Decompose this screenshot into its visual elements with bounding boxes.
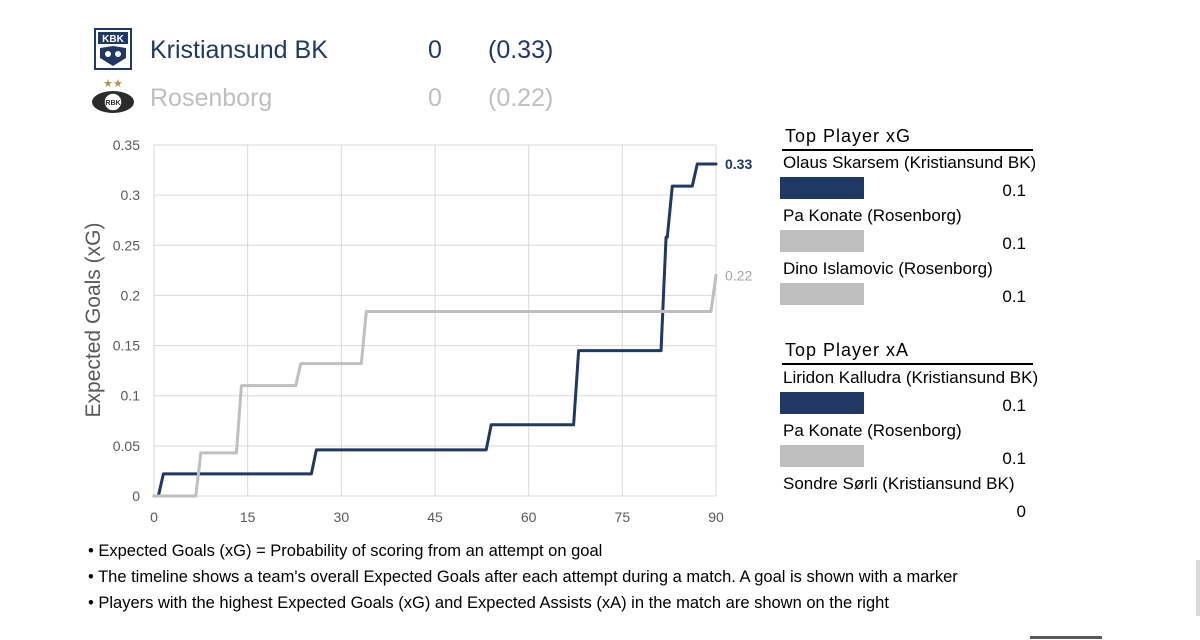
player-bar (780, 283, 864, 305)
rosenborg-logo-text: RBK (105, 100, 120, 107)
rosenborg-logo: ★★ RBK (90, 76, 136, 120)
x-tick-label: 45 (427, 509, 443, 525)
player-name: Pa Konate (Rosenborg) (783, 421, 962, 440)
x-tick-label: 75 (615, 509, 631, 525)
home-team-name: Kristiansund BK (150, 36, 328, 64)
footnote-players: • Players with the highest Expected Goal… (88, 594, 889, 612)
player-value: 0.1 (1002, 181, 1026, 200)
top-xg-title: Top Player xG (782, 126, 1033, 151)
footnote-xg-definition: • Expected Goals (xG) = Probability of s… (88, 542, 603, 560)
footnotes: • Expected Goals (xG) = Probability of s… (88, 538, 958, 616)
x-tick-label: 15 (240, 509, 256, 525)
player-value: 0 (1016, 502, 1026, 521)
home-team-xg: (0.33) (488, 36, 554, 64)
y-tick-label: 0 (132, 488, 140, 504)
player-name: Liridon Kalludra (Kristiansund BK) (783, 368, 1039, 387)
player-name: Pa Konate (Rosenborg) (783, 206, 962, 225)
x-tick-label: 90 (708, 509, 724, 525)
away-end-label: 0.22 (725, 267, 752, 283)
svg-text:★★: ★★ (103, 77, 123, 90)
player-bar (780, 445, 864, 467)
player-bar (780, 392, 864, 414)
y-tick-label: 0.1 (121, 388, 141, 404)
y-axis-label: Expected Goals (xG) (82, 223, 105, 418)
player-name: Dino Islamovic (Rosenborg) (783, 259, 993, 278)
player-bar (780, 230, 864, 252)
away-xg-line (152, 273, 718, 498)
y-tick-label: 0.05 (113, 438, 140, 454)
player-bar (780, 177, 864, 199)
x-tick-label: 60 (521, 509, 537, 525)
footnote-timeline: • The timeline shows a team's overall Ex… (88, 568, 958, 586)
player-value: 0.1 (1002, 234, 1026, 253)
away-team-xg: (0.22) (488, 84, 554, 112)
y-tick-label: 0.35 (113, 137, 140, 153)
y-tick-label: 0.25 (113, 237, 140, 253)
chart-series (152, 162, 718, 498)
chart-labels: 0 0.05 0.1 0.15 0.2 0.25 0.3 0.35 0 15 30 45 60 75 90 0… (113, 137, 753, 525)
kristiansund-logo-text: KBK (102, 34, 124, 45)
away-team-score: 0 (428, 84, 442, 112)
xg-timeline-chart: 0 0.05 0.1 0.15 0.2 0.25 0.3 0.35 0 15 30 45 60 75 90 0… (82, 137, 753, 525)
home-end-label: 0.33 (725, 156, 752, 172)
home-team-score: 0 (428, 36, 442, 64)
chart-grid (153, 144, 717, 497)
kristiansund-logo: KBK (94, 28, 132, 70)
bottom-rule (1030, 636, 1102, 639)
x-tick-label: 30 (334, 509, 350, 525)
top-xa-title: Top Player xA (782, 340, 1033, 365)
player-value: 0.1 (1002, 287, 1026, 306)
y-tick-label: 0.3 (121, 187, 141, 203)
player-value: 0.1 (1002, 449, 1026, 468)
y-tick-label: 0.2 (121, 287, 141, 303)
scroll-edge (1196, 560, 1200, 616)
player-name: Olaus Skarsem (Kristiansund BK) (783, 153, 1037, 172)
x-tick-label: 0 (150, 509, 158, 525)
player-value: 0.1 (1002, 396, 1026, 415)
player-name: Sondre Sørli (Kristiansund BK) (783, 474, 1015, 493)
y-tick-label: 0.15 (113, 338, 140, 354)
home-xg-line (152, 162, 718, 498)
away-team-name: Rosenborg (150, 84, 273, 112)
